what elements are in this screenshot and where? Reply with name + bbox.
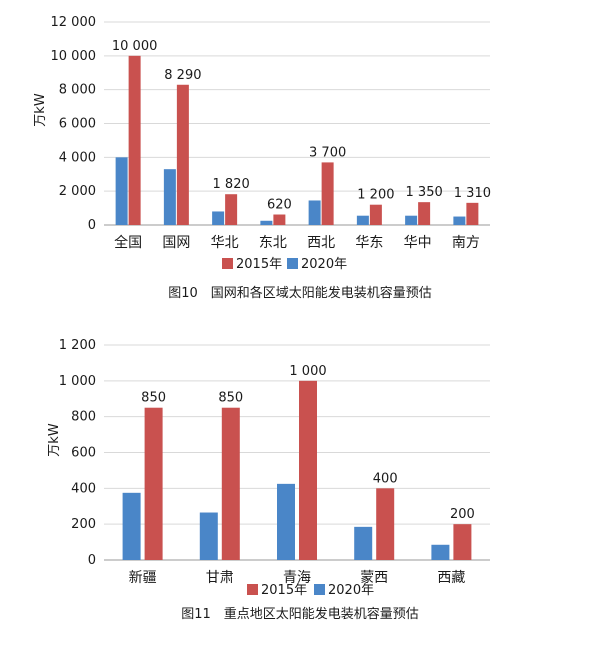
chart2-y-tick-label: 1 000 [59, 374, 96, 389]
chart2-y-tick-label: 1 200 [59, 338, 96, 353]
chart2-bar-2020-3 [277, 483, 295, 560]
chart2-y-tick-label: 600 [71, 446, 96, 461]
chart1-category-label: 华北 [211, 235, 239, 251]
chart1-y-tick-label: 4 000 [59, 150, 96, 165]
chart1-bar-2020-6 [356, 215, 369, 225]
chart2-category-label: 西藏 [437, 570, 465, 586]
chart1-bar-2020-1 [115, 157, 128, 225]
chart1-y-tick-label: 6 000 [59, 117, 96, 132]
chart2-bar-2015-2 [221, 407, 240, 560]
chart1-category-label: 国网 [162, 235, 190, 251]
chart2-bar-2020-2 [199, 512, 218, 560]
chart2-category-label: 青海 [283, 570, 311, 586]
chart2-data-label: 850 [141, 391, 166, 406]
chart1-category-label: 华东 [355, 235, 383, 251]
chart2-legend-swatch-2020 [314, 584, 325, 595]
chart1-bar-2015-8 [466, 202, 479, 225]
chart1-y-tick-label: 12 000 [51, 15, 97, 30]
chart2-bar-2015-4 [376, 488, 395, 560]
chart2-bar-2015-1 [144, 407, 163, 560]
chart2-y-tick-label: 200 [71, 517, 96, 532]
chart2-bar-2020-1 [122, 492, 141, 560]
chart1-bar-2015-5 [321, 162, 334, 225]
chart2-figure-caption: 图11 重点地区太阳能发电装机容量预估 [181, 606, 419, 622]
chart1-data-label: 1 350 [406, 185, 443, 200]
chart1-legend-label-2015: 2015年 [236, 257, 282, 272]
chart1-data-label: 1 820 [213, 177, 250, 192]
chart1-bar-2020-5 [308, 200, 321, 225]
chart2-data-label: 1 000 [289, 364, 326, 379]
chart2-data-label: 850 [218, 391, 243, 406]
chart2-data-label: 200 [450, 507, 475, 522]
chart1-legend-swatch-2015 [222, 258, 233, 269]
chart1-category-label: 华中 [404, 235, 432, 251]
chart1-figure-caption: 图10 国网和各区域太阳能发电装机容量预估 [168, 285, 432, 301]
chart2-legend-swatch-2015 [247, 584, 258, 595]
chart1-y-tick-label: 2 000 [59, 184, 96, 199]
chart1-bar-2015-4 [273, 214, 286, 225]
chart2-bar-2015-3 [299, 380, 317, 560]
chart1-y-axis-label: 万kW [33, 93, 48, 127]
chart1-category-label: 全国 [114, 234, 142, 251]
chart2-bar-2020-5 [431, 544, 450, 560]
chart1-y-tick-label: 8 000 [59, 83, 96, 98]
chart1-data-label: 1 200 [357, 188, 394, 203]
chart1-bar-2015-6 [369, 204, 382, 225]
chart1-legend-label-2020: 2020年 [301, 257, 347, 272]
chart2-y-axis-label: 万kW [47, 423, 62, 457]
chart1-bar-2020-3 [212, 211, 225, 225]
chart2-y-tick-label: 400 [71, 481, 96, 496]
chart2-y-tick-label: 800 [71, 410, 96, 425]
chart2-category-label: 蒙西 [360, 570, 388, 586]
chart1-data-label: 10 000 [112, 39, 158, 54]
chart1-bar-2020-4 [260, 220, 273, 225]
chart2-category-label: 新疆 [129, 570, 157, 586]
chart1-data-label: 1 310 [454, 186, 491, 201]
chart1-legend-swatch-2020 [287, 258, 298, 269]
chart1-bar-2020-8 [453, 216, 466, 225]
chart1-bar-2015-7 [418, 202, 431, 225]
chart2-bar-2015-5 [453, 524, 472, 560]
chart1-y-tick-label: 10 000 [51, 49, 97, 64]
chart2-category-label: 甘肃 [206, 570, 234, 586]
chart1-bar-2020-7 [405, 215, 418, 225]
chart2-y-tick-label: 0 [88, 553, 96, 568]
chart1-bar-2015-3 [225, 194, 238, 225]
chart2-data-label: 400 [373, 471, 398, 486]
chart2-legend-label-2015: 2015年 [261, 583, 307, 598]
chart2-bar-2020-4 [354, 526, 373, 560]
chart1-y-tick-label: 0 [88, 218, 96, 233]
chart1-bar-2015-2 [176, 84, 189, 225]
chart1-category-label: 南方 [452, 235, 480, 251]
chart1-category-label: 西北 [307, 235, 335, 251]
chart1-category-label: 东北 [259, 235, 287, 251]
chart1-bar-2015-1 [128, 55, 141, 226]
chart1-data-label: 3 700 [309, 145, 346, 160]
chart1-bar-2020-2 [163, 169, 176, 225]
chart1-data-label: 620 [267, 198, 292, 213]
chart2-legend-label-2020: 2020年 [328, 583, 374, 598]
chart1-data-label: 8 290 [164, 68, 201, 83]
